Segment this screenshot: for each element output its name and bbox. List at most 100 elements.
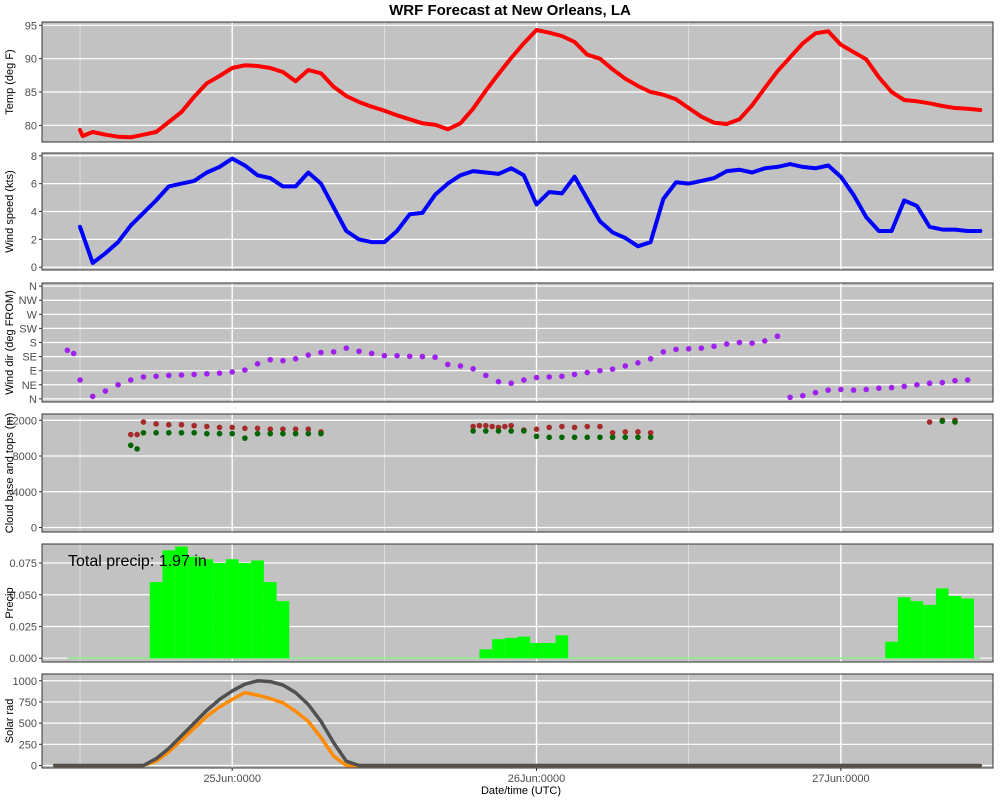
data-point xyxy=(254,430,261,437)
data-point xyxy=(800,392,806,399)
data-point xyxy=(521,377,527,383)
data-point xyxy=(134,431,140,438)
panel-data-temp xyxy=(78,28,983,140)
data-point xyxy=(483,372,489,379)
data-point xyxy=(635,434,641,441)
data-point xyxy=(77,377,83,383)
y-tick-label: E xyxy=(30,366,37,378)
y-tick-label: 8000 xyxy=(13,451,37,463)
y-tick-label: 6 xyxy=(31,179,37,191)
panel-data-wind_speed xyxy=(78,156,983,265)
data-point xyxy=(292,355,299,362)
precip-bar xyxy=(263,582,277,659)
data-point xyxy=(166,421,172,428)
data-point xyxy=(191,371,197,378)
data-point xyxy=(647,429,654,436)
data-point xyxy=(622,429,629,435)
data-point xyxy=(178,421,185,428)
precip-bar xyxy=(162,550,176,659)
data-point xyxy=(115,381,121,388)
precip-bar xyxy=(961,598,974,659)
data-point xyxy=(267,430,274,437)
data-point xyxy=(127,442,134,449)
precip-bar xyxy=(923,604,936,659)
data-point xyxy=(134,446,140,452)
data-point xyxy=(584,369,591,376)
data-point xyxy=(444,361,451,368)
data-point xyxy=(609,434,616,441)
data-point xyxy=(502,423,508,430)
panel-solar: 0 250 500 750 1000 Solar rad xyxy=(4,673,994,772)
data-point xyxy=(483,422,489,429)
data-point xyxy=(368,350,375,357)
y-tick-label: 8 xyxy=(31,151,37,163)
data-point xyxy=(153,373,159,380)
data-point xyxy=(749,340,755,346)
data-point xyxy=(533,426,540,432)
series-line xyxy=(52,679,983,768)
y-axis-label-precip: Precip xyxy=(4,587,16,618)
panel-background xyxy=(42,22,993,142)
data-point xyxy=(495,378,502,385)
precip-bar xyxy=(213,563,226,659)
data-point xyxy=(559,423,565,430)
data-point xyxy=(229,430,235,437)
precip-bar xyxy=(935,588,949,659)
data-point xyxy=(267,356,274,363)
data-point xyxy=(305,430,312,437)
precip-bar xyxy=(492,639,505,659)
series-line xyxy=(78,156,983,265)
y-tick-label: 90 xyxy=(25,54,37,66)
data-point xyxy=(521,428,527,434)
data-point xyxy=(863,386,869,393)
data-point xyxy=(127,431,134,438)
y-tick-label: 0.050 xyxy=(9,590,37,602)
data-point xyxy=(318,430,324,437)
data-point xyxy=(571,424,578,431)
data-point xyxy=(381,352,388,359)
precip-bar xyxy=(187,556,201,659)
precip-bar xyxy=(251,560,264,659)
panel-precip: 0.000 0.025 0.050 0.075 Precip Total precip: … xyxy=(4,543,994,665)
data-point xyxy=(685,345,692,352)
data-point xyxy=(901,383,908,390)
y-tick-label: 500 xyxy=(19,718,37,730)
data-point xyxy=(470,428,476,434)
data-point xyxy=(838,386,844,393)
data-point xyxy=(140,429,147,436)
data-point xyxy=(939,379,946,386)
data-point xyxy=(812,389,819,396)
data-point xyxy=(978,0,984,3)
precip-bar xyxy=(542,642,556,659)
data-point xyxy=(495,428,502,434)
data-point xyxy=(140,419,147,425)
data-point xyxy=(736,339,743,346)
data-point xyxy=(178,429,185,436)
data-point xyxy=(254,360,261,367)
data-point xyxy=(178,372,185,378)
data-point xyxy=(546,374,552,380)
data-point xyxy=(876,385,882,392)
data-point xyxy=(888,384,895,391)
y-tick-label: 80 xyxy=(25,120,37,132)
data-point xyxy=(64,347,71,354)
data-point xyxy=(89,393,96,400)
x-tick-label: 26Jun:0000 xyxy=(508,773,566,785)
data-point xyxy=(102,388,109,394)
data-point xyxy=(153,421,159,427)
y-tick-label: W xyxy=(27,309,38,321)
data-point xyxy=(318,349,324,356)
data-point xyxy=(204,430,210,437)
data-point xyxy=(825,387,831,393)
precip-bar xyxy=(200,559,214,659)
data-point xyxy=(761,338,768,344)
precip-bar xyxy=(948,596,962,659)
data-point xyxy=(216,424,223,431)
x-tick-label: 27Jun:0000 xyxy=(812,773,870,785)
y-tick-label: 750 xyxy=(19,697,37,709)
data-point xyxy=(559,434,565,441)
data-point xyxy=(647,434,654,441)
y-axis-label-solar: Solar rad xyxy=(4,699,16,744)
y-axis-label-wind_speed: Wind speed (kts) xyxy=(4,170,16,253)
